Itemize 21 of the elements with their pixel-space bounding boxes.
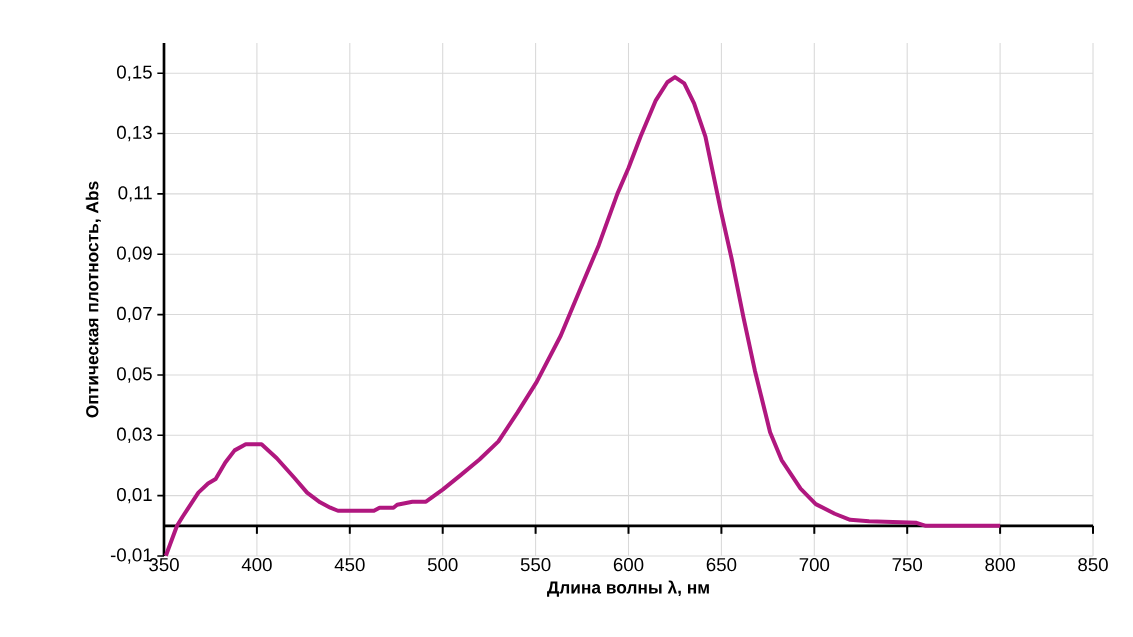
x-tick-label: 450 [334,558,365,572]
x-tick-label: 550 [520,558,551,572]
x-tick-label: 750 [892,558,923,572]
x-tick-label: 400 [241,558,272,572]
x-tick-label: 850 [1078,558,1108,572]
line-series [163,75,1003,558]
x-axis-title: Длина волны λ, нм [547,580,709,597]
y-tick-label: 0,15 [117,65,152,81]
x-tick-label: 650 [706,558,737,572]
x-tick-label: 700 [799,558,830,572]
y-tick-label: 0,09 [117,246,152,262]
x-tick-label: 500 [427,558,458,572]
x-tick-label: 600 [613,558,644,572]
y-tick-label: 0,03 [117,427,152,443]
x-tick-label: 800 [985,558,1015,572]
y-tick-label: 0,07 [117,306,152,323]
y-axis-title: Оптическая плотность, Abs [85,181,101,418]
y-tick-label: 0,01 [117,487,152,504]
y-tick-label: 0,13 [117,125,152,142]
y-tick-label: 0,05 [117,367,152,383]
y-tick-label: 0,11 [118,186,152,202]
